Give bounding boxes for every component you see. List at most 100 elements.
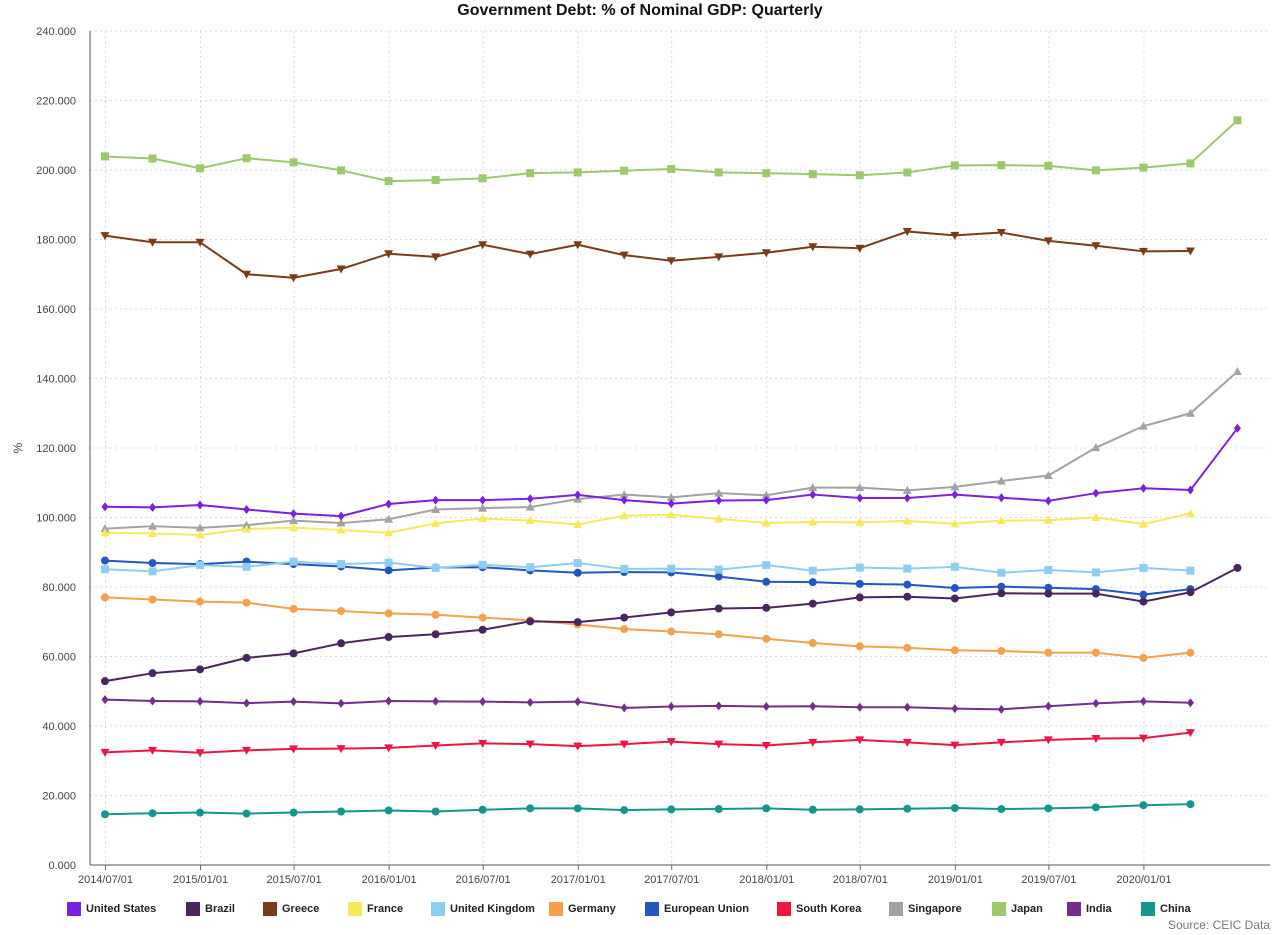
data-point-brazil xyxy=(1233,563,1242,572)
data-point-singapore xyxy=(289,516,299,525)
data-point-south-korea xyxy=(431,741,441,750)
x-tick-label: 2018/07/01 xyxy=(833,874,888,886)
data-point-united-states xyxy=(432,495,440,505)
x-tick-label: 2016/01/01 xyxy=(362,874,417,886)
data-point-japan xyxy=(1044,161,1053,170)
data-point-india xyxy=(243,698,251,708)
data-point-south-korea xyxy=(761,741,771,750)
legend-item-european-union[interactable]: European Union xyxy=(645,900,777,918)
y-tick-label: 40.000 xyxy=(42,721,76,733)
data-point-united-states xyxy=(620,495,628,505)
data-point-united-kingdom xyxy=(289,557,298,566)
data-point-china xyxy=(1091,803,1100,812)
data-point-united-kingdom xyxy=(100,565,109,574)
data-point-china xyxy=(478,805,487,814)
data-point-france xyxy=(1043,515,1053,524)
data-point-greece xyxy=(1138,247,1148,256)
data-point-european-union xyxy=(100,556,109,565)
data-point-south-korea xyxy=(384,744,394,753)
data-point-china xyxy=(808,805,817,814)
data-point-germany xyxy=(100,593,109,602)
legend-swatch xyxy=(67,902,81,916)
data-point-japan xyxy=(714,168,723,177)
axes: 0.000 20.000 40.000 60.000 80.000 100.000 120.… xyxy=(11,26,1270,886)
data-point-brazil xyxy=(1091,589,1100,598)
y-tick-label: 0.000 xyxy=(48,860,76,872)
legend-label: European Union xyxy=(664,903,749,915)
data-point-united-kingdom xyxy=(148,567,157,576)
data-point-brazil xyxy=(573,618,582,627)
data-point-china xyxy=(1186,800,1195,809)
legend-item-singapore[interactable]: Singapore xyxy=(889,900,992,918)
legend-item-india[interactable]: India xyxy=(1067,900,1141,918)
data-point-brazil xyxy=(1139,597,1148,606)
data-point-greece xyxy=(619,251,629,260)
data-point-singapore xyxy=(1232,367,1242,376)
legend-item-germany[interactable]: Germany xyxy=(549,900,645,918)
y-tick-label: 220.000 xyxy=(36,96,76,108)
data-point-brazil xyxy=(808,599,817,608)
data-point-european-union xyxy=(384,566,393,575)
data-point-brazil xyxy=(242,653,251,662)
data-point-singapore xyxy=(195,523,205,532)
data-point-united-states xyxy=(997,493,1005,503)
data-point-united-states xyxy=(290,509,298,519)
data-point-united-states xyxy=(101,502,109,512)
data-point-singapore xyxy=(714,488,724,497)
data-point-germany xyxy=(950,646,959,655)
y-axis-title: % xyxy=(11,442,25,453)
data-point-greece xyxy=(996,229,1006,238)
data-point-india xyxy=(762,702,770,712)
data-point-france xyxy=(808,517,818,526)
legend-item-china[interactable]: China xyxy=(1141,900,1201,918)
legend-label: South Korea xyxy=(796,903,862,915)
data-point-greece xyxy=(289,274,299,283)
data-point-brazil xyxy=(620,613,629,622)
data-point-germany xyxy=(997,646,1006,655)
data-point-china xyxy=(762,804,771,813)
data-point-japan xyxy=(196,164,205,173)
data-point-japan xyxy=(1186,159,1195,168)
series-line-germany xyxy=(104,596,1191,659)
data-point-united-kingdom xyxy=(196,561,205,570)
data-point-germany xyxy=(714,630,723,639)
data-point-japan xyxy=(855,171,864,180)
data-point-germany xyxy=(196,597,205,606)
legend-item-united-kingdom[interactable]: United Kingdom xyxy=(431,900,549,918)
legend-label: United States xyxy=(86,903,157,915)
legend-swatch xyxy=(348,902,362,916)
data-point-south-korea xyxy=(714,740,724,749)
data-point-germany xyxy=(384,609,393,618)
legend-swatch xyxy=(777,902,791,916)
data-point-european-union xyxy=(714,572,723,581)
data-point-south-korea xyxy=(619,740,629,749)
legend-item-japan[interactable]: Japan xyxy=(992,900,1067,918)
data-point-greece xyxy=(573,241,583,250)
data-point-united-kingdom xyxy=(667,564,676,573)
data-point-greece xyxy=(525,250,535,259)
data-point-india xyxy=(574,697,582,707)
data-point-singapore xyxy=(761,490,771,499)
legend-item-south-korea[interactable]: South Korea xyxy=(777,900,889,918)
legend-item-france[interactable]: France xyxy=(348,900,431,918)
data-point-india xyxy=(1186,698,1194,708)
data-point-germany xyxy=(808,638,817,647)
legend-item-greece[interactable]: Greece xyxy=(263,900,348,918)
legend-item-united-states[interactable]: United States xyxy=(67,900,186,918)
data-point-singapore xyxy=(1091,443,1101,452)
series-line-brazil xyxy=(104,566,1238,683)
data-point-france xyxy=(478,514,488,523)
data-point-china xyxy=(100,810,109,819)
legend-label: Greece xyxy=(282,903,320,915)
data-point-greece xyxy=(336,265,346,274)
data-point-singapore xyxy=(996,476,1006,485)
data-point-singapore xyxy=(666,492,676,501)
data-point-greece xyxy=(1043,237,1053,246)
series-markers xyxy=(100,116,1242,819)
legend-label: Singapore xyxy=(908,903,962,915)
legend-item-brazil[interactable]: Brazil xyxy=(186,900,263,918)
data-point-china xyxy=(337,807,346,816)
data-point-european-union xyxy=(808,578,817,587)
data-point-singapore xyxy=(902,485,912,494)
data-point-japan xyxy=(100,152,109,161)
